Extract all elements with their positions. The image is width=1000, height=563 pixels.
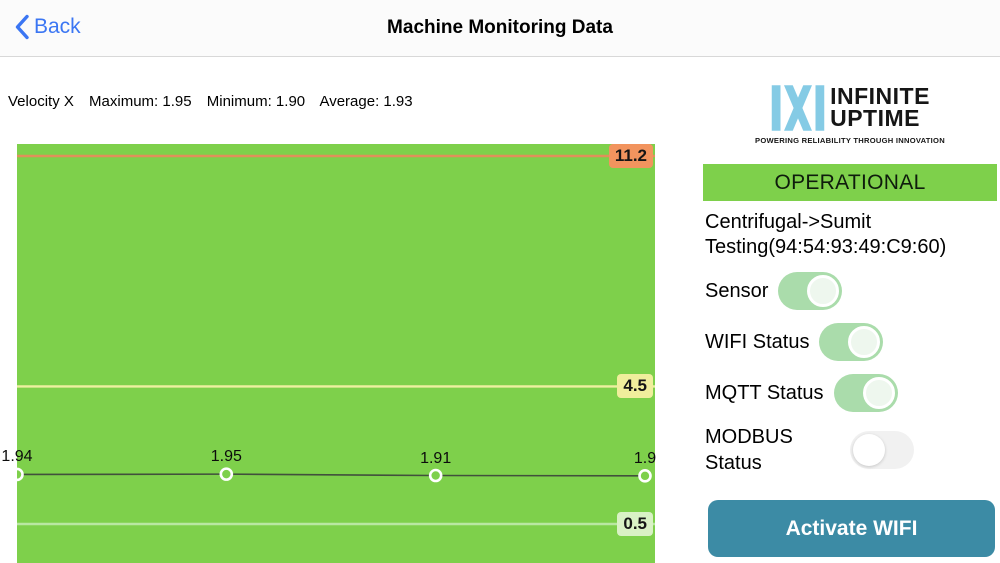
- threshold-label-4.5: 4.5: [617, 374, 653, 399]
- toggle-row-modbus-status: MODBUS Status: [705, 424, 997, 476]
- mqtt-status-switch-knob: [862, 377, 895, 409]
- sensor-switch[interactable]: [778, 272, 843, 310]
- data-line: [17, 473, 646, 477]
- toggle-row-wifi-status: WIFI Status: [705, 322, 997, 362]
- metric-name: Velocity X: [8, 93, 74, 110]
- data-point-label: 1.94: [1, 448, 33, 466]
- data-point-label: 1.9: [633, 449, 657, 467]
- sensor-switch-knob: [807, 275, 840, 307]
- status-badge: OPERATIONAL: [703, 164, 997, 201]
- stat-average: Average: 1.93: [319, 93, 413, 110]
- metric-stats: Velocity X Maximum: 1.95 Minimum: 1.90 A…: [8, 93, 424, 110]
- brand-mark-icon: [771, 85, 825, 131]
- sensor-label: Sensor: [705, 280, 769, 302]
- mqtt-status-switch[interactable]: [833, 374, 898, 412]
- data-point-label: 1.95: [210, 448, 242, 466]
- back-label: Back: [34, 15, 81, 38]
- toggle-row-mqtt-status: MQTT Status: [705, 373, 997, 413]
- navigation-bar: Back Machine Monitoring Data: [0, 0, 1000, 57]
- data-point-marker: [428, 468, 443, 483]
- data-point-label: 1.91: [420, 449, 452, 467]
- mqtt-status-label: MQTT Status: [705, 382, 824, 404]
- data-point-marker: [17, 467, 24, 482]
- wifi-status-label: WIFI Status: [705, 331, 810, 353]
- chart-canvas: [17, 154, 655, 526]
- data-point-marker: [638, 469, 652, 483]
- modbus-status-switch-knob: [853, 434, 885, 466]
- velocity-chart: 11.2 4.5 0.5 1.94 1.95 1.91 1.9: [1, 144, 657, 563]
- infinite-uptime-logo: INFINITE UPTIME POWERING RELIABILITY THR…: [703, 83, 997, 145]
- stat-minimum: Minimum: 1.90: [206, 93, 306, 110]
- brand-name-line1: INFINITE: [830, 83, 930, 110]
- modbus-status-label: MODBUS Status: [705, 426, 793, 474]
- wifi-status-switch[interactable]: [819, 323, 884, 361]
- brand-name-line2: UPTIME: [830, 105, 920, 131]
- brand-tagline: POWERING RELIABILITY THROUGH INNOVATION: [755, 136, 945, 145]
- threshold-label-11.2: 11.2: [608, 144, 653, 168]
- activate-wifi-button[interactable]: Activate WIFI: [708, 500, 995, 557]
- back-button[interactable]: Back: [15, 14, 81, 40]
- toggle-row-sensor: Sensor: [705, 271, 997, 311]
- stat-maximum: Maximum: 1.95: [89, 93, 192, 110]
- device-panel: INFINITE UPTIME POWERING RELIABILITY THR…: [703, 0, 997, 563]
- toggle-list: Sensor WIFI Status MQTT Status MODBUS Statu…: [705, 271, 997, 487]
- data-point-marker: [219, 467, 234, 481]
- page-title: Machine Monitoring Data: [387, 17, 613, 38]
- chevron-left-icon: [15, 14, 29, 40]
- modbus-status-switch[interactable]: [850, 431, 914, 469]
- wifi-status-switch-knob: [848, 326, 881, 358]
- threshold-label-0.5: 0.5: [617, 512, 653, 536]
- device-name: Centrifugal->Sumit Testing(94:54:93:49:C…: [705, 211, 947, 258]
